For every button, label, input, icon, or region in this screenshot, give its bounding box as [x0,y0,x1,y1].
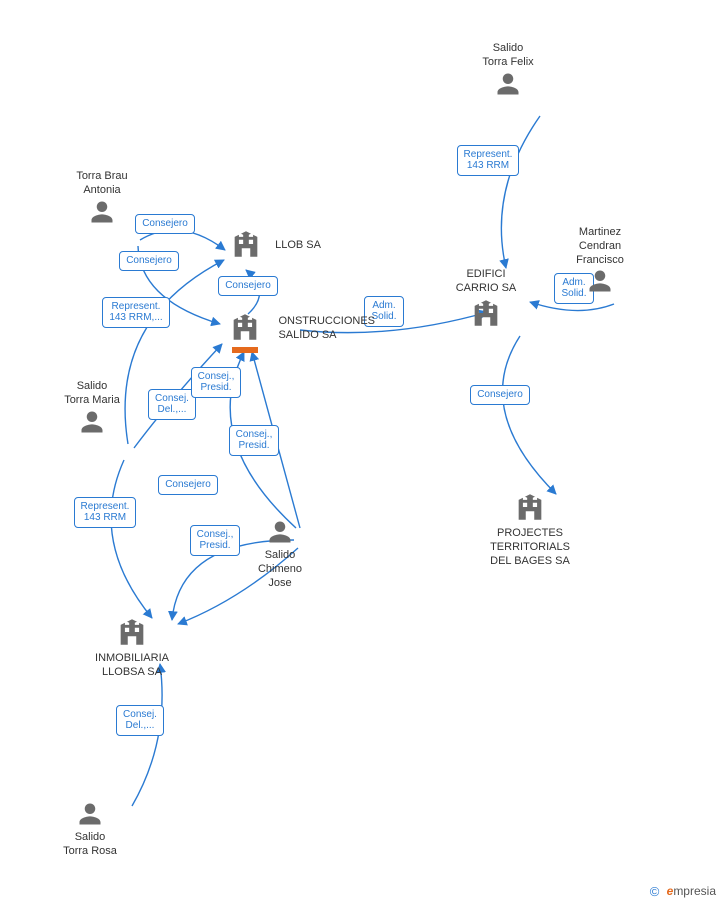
company-node-inmobiliaria: INMOBILIARIALLOBSA SA [57,615,207,680]
edge-label: Consej., Presid. [229,425,280,456]
person-node-salido-torra-maria: SalidoTorra Maria [37,380,147,439]
company-node-construcciones: ONSTRUCCIONESSALIDO SA [215,310,375,347]
node-label: SalidoTorra Felix [482,42,533,68]
copyright-icon: © [650,884,660,899]
company-icon [115,615,149,649]
node-label: EDIFICICARRIO SA [456,268,517,294]
node-label: SalidoTorra Rosa [63,831,117,857]
edge-label: Consej. Del.,... [116,705,164,736]
person-node-salido-chimeno: SalidoChimenoJose [225,518,335,590]
node-label: LLOB SA [275,239,321,253]
node-label: MartinezCendranFrancisco [576,226,624,266]
company-icon [469,296,503,330]
node-label: Torra BrauAntonia [76,170,127,196]
node-label: SalidoChimenoJose [258,549,302,589]
company-icon [228,310,262,344]
person-node-salido-torra-rosa: SalidoTorra Rosa [35,800,145,859]
person-node-torra-brau-antonia: Torra BrauAntonia [47,170,157,229]
person-icon [586,267,614,295]
company-node-projectes: PROJECTESTERRITORIALSDEL BAGES SA [450,490,610,568]
node-label: ONSTRUCCIONESSALIDO SA [278,315,375,343]
edge [111,460,152,618]
edge-layer [0,0,728,905]
person-icon [78,408,106,436]
edge-label: Represent. 143 RRM,... [102,297,169,328]
edge-label: Consejero [119,251,179,271]
company-icon [513,490,547,524]
node-label: SalidoTorra Maria [64,380,120,406]
person-icon [494,70,522,98]
company-node-llob-sa: LLOB SA [221,227,321,264]
person-icon [88,198,116,226]
edge-label: Consejero [158,475,218,495]
node-label: INMOBILIARIALLOBSA SA [95,652,169,678]
edge-label: Represent. 143 RRM [74,497,137,528]
edge-label: Consej. Del.,... [148,389,196,420]
edge-label: Consejero [218,276,278,296]
footer: © empresia [650,884,716,899]
person-icon [266,518,294,546]
person-icon [76,800,104,828]
edge [501,116,540,268]
edge-label: Consejero [470,385,530,405]
edge-label: Consej., Presid. [191,367,242,398]
company-node-edifici-carrio: EDIFICICARRIO SA [426,268,546,333]
person-node-salido-torra-felix: SalidoTorra Felix [453,42,563,101]
highlight-bar [232,347,258,353]
brand-text: mpresia [673,884,716,898]
person-node-martinez-cendran: MartinezCendranFrancisco [545,226,655,298]
edge-label: Represent. 143 RRM [457,145,520,176]
company-icon [229,227,263,261]
node-label: PROJECTESTERRITORIALSDEL BAGES SA [490,527,570,567]
edge [503,336,556,494]
